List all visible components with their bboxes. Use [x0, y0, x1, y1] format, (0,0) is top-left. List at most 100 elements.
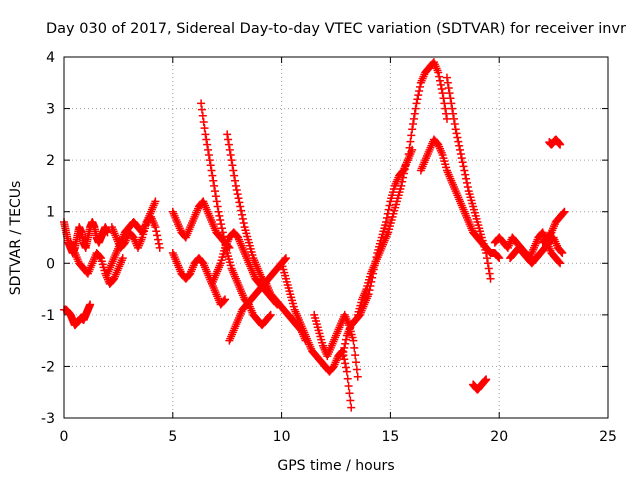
data-point [447, 99, 456, 108]
x-axis-label: GPS time / hours [277, 458, 394, 474]
y-axis-ticks: -3 -2 -1 0 1 2 3 4 [41, 50, 608, 427]
data-points [60, 58, 569, 412]
data-point [462, 174, 471, 183]
data-point [152, 227, 161, 236]
data-point [405, 143, 414, 152]
series-arc-01 [60, 218, 112, 257]
series-arc-11 [207, 228, 282, 309]
series-arc-23 [545, 135, 565, 149]
data-point [435, 72, 444, 81]
data-point [345, 389, 354, 398]
data-point [483, 259, 492, 268]
data-point [403, 156, 412, 165]
data-point [153, 231, 162, 240]
data-point [238, 214, 247, 223]
data-point [404, 149, 413, 158]
data-point [217, 224, 226, 233]
data-point [454, 137, 463, 146]
data-point [237, 206, 246, 215]
data-point [439, 94, 448, 103]
series-arc-18 [442, 73, 495, 283]
data-point [456, 149, 465, 158]
data-point [225, 145, 234, 154]
data-point [437, 84, 446, 93]
data-point [408, 125, 417, 134]
data-point [460, 166, 469, 175]
data-point [412, 99, 421, 108]
data-point [342, 363, 351, 372]
data-point [338, 352, 347, 361]
data-point [559, 208, 568, 217]
data-point [216, 215, 225, 224]
data-point [440, 99, 449, 108]
y-tick-label: 3 [46, 102, 55, 118]
data-point [232, 186, 241, 195]
data-point [226, 150, 235, 159]
y-tick-label: -2 [41, 359, 55, 375]
data-point [237, 210, 246, 219]
x-axis-ticks: 0 5 10 15 20 25 [60, 57, 617, 445]
data-point [434, 68, 443, 77]
data-point [442, 109, 451, 118]
data-point [463, 182, 472, 191]
series-arc-07 [168, 248, 230, 309]
data-point [555, 258, 564, 267]
x-tick-label: 10 [273, 429, 291, 445]
data-point [494, 253, 503, 262]
data-point [231, 181, 240, 190]
data-point [221, 295, 230, 304]
data-point [204, 145, 213, 154]
data-point [382, 213, 391, 222]
data-point [281, 254, 290, 263]
data-point [406, 137, 415, 146]
series-arc-19 [490, 228, 565, 268]
series-arc-12 [277, 259, 356, 412]
data-point [483, 254, 492, 263]
data-point [273, 300, 282, 309]
data-point [200, 124, 209, 133]
data-point [155, 243, 164, 252]
x-tick-label: 15 [381, 429, 399, 445]
data-point [206, 161, 215, 170]
data-point [398, 177, 407, 186]
data-point [211, 187, 220, 196]
data-point [204, 150, 213, 159]
data-point [202, 135, 211, 144]
data-point [349, 336, 358, 345]
data-point [209, 176, 218, 185]
data-point [456, 145, 465, 154]
data-point [353, 372, 362, 381]
data-point [397, 181, 406, 190]
y-tick-label: 0 [46, 256, 55, 272]
data-point [266, 310, 275, 319]
x-tick-label: 0 [60, 429, 69, 445]
data-point [229, 166, 238, 175]
data-point [385, 201, 394, 210]
data-point [197, 99, 206, 108]
data-point [197, 105, 206, 114]
data-point [438, 89, 447, 98]
data-point [224, 140, 233, 149]
data-point [407, 131, 416, 140]
data-point [203, 140, 212, 149]
data-point [451, 125, 460, 134]
data-point [449, 114, 458, 123]
data-point [217, 220, 226, 229]
data-point [151, 197, 160, 206]
data-point [411, 104, 420, 113]
data-point [343, 374, 352, 383]
data-point [556, 259, 565, 268]
data-point [486, 274, 495, 283]
data-point [239, 219, 248, 228]
data-point [458, 158, 467, 167]
data-point [199, 117, 208, 126]
data-point [410, 109, 419, 118]
data-point [453, 133, 462, 142]
data-point [446, 94, 455, 103]
y-tick-label: 1 [46, 205, 55, 221]
series-arc-15 [353, 161, 410, 319]
data-point [484, 264, 493, 273]
data-point [350, 343, 359, 352]
series-arc-10 [225, 254, 290, 345]
data-point [352, 358, 361, 367]
